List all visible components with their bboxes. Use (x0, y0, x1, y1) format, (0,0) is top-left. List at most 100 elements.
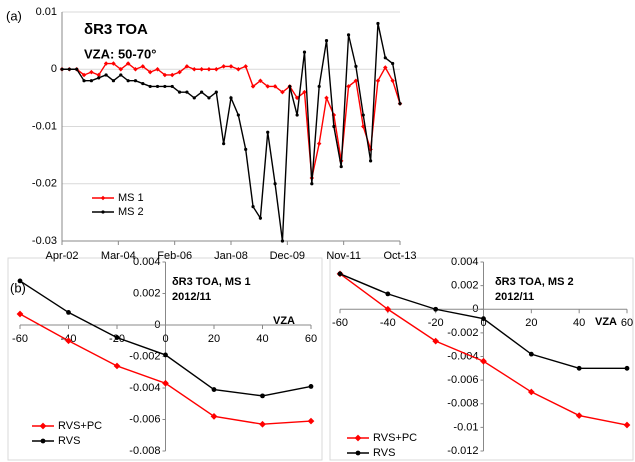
marker (391, 61, 395, 66)
marker (96, 72, 101, 78)
y-tick-label: 0.002 (133, 287, 161, 299)
marker (148, 84, 152, 89)
marker (339, 164, 343, 169)
marker (126, 79, 130, 83)
x-tick-label: Nov-11 (326, 250, 361, 262)
marker (244, 147, 248, 151)
marker (376, 21, 380, 26)
marker (119, 73, 123, 77)
x-tick-label: 0 (162, 333, 168, 345)
y-tick-label: 0 (51, 63, 57, 75)
y-tick-label: 0.004 (133, 256, 161, 268)
y-tick-label: -0.01 (453, 421, 478, 433)
marker (214, 67, 219, 72)
marker (294, 95, 300, 101)
y-tick-label: -0.002 (129, 350, 160, 362)
marker (66, 310, 71, 315)
marker (125, 61, 131, 66)
marker (280, 89, 285, 95)
marker (82, 79, 86, 83)
marker (353, 78, 359, 83)
x-axis-label: VZA (595, 316, 617, 328)
x-tick-label: -40 (380, 317, 396, 329)
panel-frame (7, 257, 323, 461)
marker (140, 64, 146, 69)
marker (316, 141, 322, 146)
marker (332, 124, 336, 129)
marker (280, 239, 285, 243)
marker (272, 84, 278, 89)
panel-frame (329, 257, 634, 461)
x-tick-label: 20 (525, 317, 537, 329)
marker (308, 384, 314, 389)
marker (383, 65, 388, 70)
marker (375, 78, 381, 83)
marker (324, 95, 329, 101)
x-tick-label: -20 (428, 317, 444, 329)
marker (141, 81, 145, 86)
marker (101, 210, 105, 214)
marker (40, 438, 46, 444)
marker (133, 79, 138, 83)
x-tick-label: 60 (305, 333, 317, 345)
marker (528, 351, 534, 357)
marker (258, 216, 262, 220)
y-tick-label: 0.002 (451, 280, 479, 292)
marker (258, 78, 263, 83)
x-tick-label: Oct-13 (383, 250, 416, 262)
marker (100, 195, 106, 201)
marker (390, 78, 395, 83)
legend-label: RVS (373, 447, 395, 459)
marker (185, 90, 189, 94)
marker (199, 67, 204, 72)
marker (177, 69, 182, 75)
x-tick-label: 60 (621, 317, 633, 329)
marker (133, 67, 138, 72)
y-tick-label: -0.012 (447, 445, 478, 457)
x-tick-label: Feb-06 (157, 250, 192, 262)
marker (169, 72, 175, 78)
marker (302, 89, 307, 95)
y-tick-label: 0.01 (36, 6, 57, 18)
marker (295, 113, 299, 117)
marker (162, 72, 168, 78)
marker (75, 67, 79, 71)
marker (81, 72, 87, 78)
marker (354, 64, 358, 68)
marker (16, 310, 24, 318)
marker (192, 96, 196, 100)
marker (206, 67, 212, 72)
x-axis-label: VZA (273, 315, 295, 327)
marker (207, 96, 211, 100)
marker (155, 67, 160, 72)
marker (575, 412, 583, 419)
marker (265, 84, 270, 89)
marker (236, 113, 240, 117)
marker (162, 379, 169, 387)
legend-label: RVS (58, 435, 80, 447)
x-tick-label: -60 (12, 333, 28, 345)
marker (97, 76, 101, 80)
y-tick-label: -0.004 (129, 382, 160, 394)
marker (480, 357, 487, 365)
marker (266, 130, 270, 134)
marker (210, 412, 218, 420)
marker (192, 67, 197, 72)
chart-subtitle: 2012/11 (495, 291, 534, 303)
marker (273, 182, 277, 186)
x-tick-label: -60 (332, 317, 348, 329)
marker (288, 84, 292, 89)
marker (89, 69, 94, 75)
x-tick-label: Jan-08 (214, 250, 248, 262)
y-tick-label: -0.006 (447, 374, 478, 386)
marker (302, 50, 307, 54)
marker (346, 33, 351, 37)
marker (214, 90, 218, 94)
marker (221, 64, 226, 69)
panel-label: (b) (10, 280, 26, 295)
marker (177, 90, 182, 94)
marker (324, 39, 329, 43)
marker (111, 79, 116, 83)
marker (398, 102, 402, 106)
